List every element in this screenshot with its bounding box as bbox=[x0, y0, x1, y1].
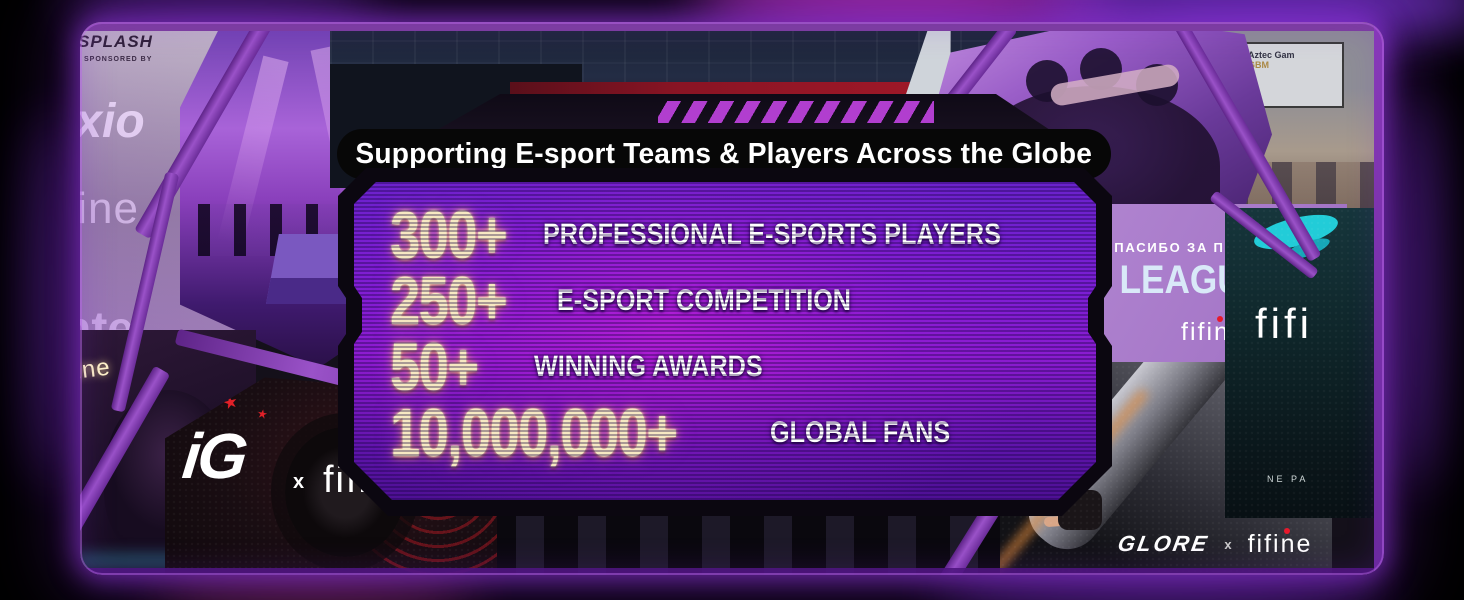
desk-screen-text: fine bbox=[80, 353, 113, 386]
stat-value: 250+ bbox=[390, 263, 508, 339]
poster-sponsored-by: SPONSORED BY bbox=[84, 56, 152, 63]
stat-label: E-SPORT COMPETITION bbox=[557, 284, 852, 317]
partner-caption: NE PA bbox=[1267, 474, 1308, 484]
stat-row-awards: 50+ WINNING AWARDS bbox=[390, 329, 1088, 405]
stat-value: 300+ bbox=[390, 197, 508, 273]
stat-label: WINNING AWARDS bbox=[534, 350, 763, 383]
page-title: Supporting E-sport Teams & Players Acros… bbox=[355, 137, 1093, 170]
hazard-stripes bbox=[658, 101, 934, 123]
panel-frame: 300+ PROFESSIONAL E-SPORTS PLAYERS 250+ … bbox=[338, 168, 1112, 516]
stat-label: GLOBAL FANS bbox=[770, 416, 951, 449]
panel-screen: 300+ PROFESSIONAL E-SPORTS PLAYERS 250+ … bbox=[354, 182, 1096, 500]
bottom-left-glow bbox=[150, 572, 480, 600]
content-bottom-strip bbox=[80, 568, 1384, 575]
stat-label: PROFESSIONAL E-SPORTS PLAYERS bbox=[542, 218, 1001, 251]
stat-row-fans: 10,000,000+ GLOBAL FANS bbox=[390, 395, 1088, 471]
fifine-red-dot-icon bbox=[1217, 316, 1224, 322]
screen-line1: Aztec Gam bbox=[1248, 50, 1295, 60]
stats-list: 300+ PROFESSIONAL E-SPORTS PLAYERS 250+ … bbox=[390, 197, 1088, 471]
left-edge-glow bbox=[26, 110, 76, 490]
glore-x-separator: x bbox=[1224, 536, 1232, 552]
collage-content: SPLASH SPONSORED BY ixio fine nte fine bbox=[80, 22, 1384, 575]
poster-event-title: SPLASH bbox=[80, 32, 153, 52]
stat-row-competitions: 250+ E-SPORT COMPETITION bbox=[390, 263, 1088, 339]
content-right-strip bbox=[1374, 22, 1384, 575]
panel-top-bar bbox=[430, 94, 1056, 134]
right-edge-glow bbox=[1390, 90, 1444, 490]
stat-value: 10,000,000+ bbox=[390, 395, 678, 471]
glore-team-logo: GLORE bbox=[1115, 531, 1211, 556]
fifine-logo: fifine bbox=[1247, 527, 1313, 559]
ig-x-separator: x bbox=[293, 471, 305, 493]
fifine-wordmark: fifine bbox=[1247, 529, 1313, 558]
stat-row-players: 300+ PROFESSIONAL E-SPORTS PLAYERS bbox=[390, 197, 1088, 273]
ig-team-logo: iG bbox=[179, 420, 249, 492]
stat-value: 50+ bbox=[390, 329, 479, 405]
fifine-wordmark-partial: fifi bbox=[1255, 300, 1313, 348]
desk-cyan-glow bbox=[80, 556, 244, 566]
poster-sponsor-fifine: fine bbox=[80, 184, 139, 234]
screen-line2: GBM bbox=[1248, 60, 1269, 70]
content-top-strip bbox=[80, 22, 1384, 31]
fifine-red-dot-icon bbox=[1283, 527, 1290, 534]
glore-partnership-lockup: GLORE x fifine bbox=[1075, 522, 1355, 566]
poster-sponsor-pixio: ixio bbox=[80, 94, 145, 149]
